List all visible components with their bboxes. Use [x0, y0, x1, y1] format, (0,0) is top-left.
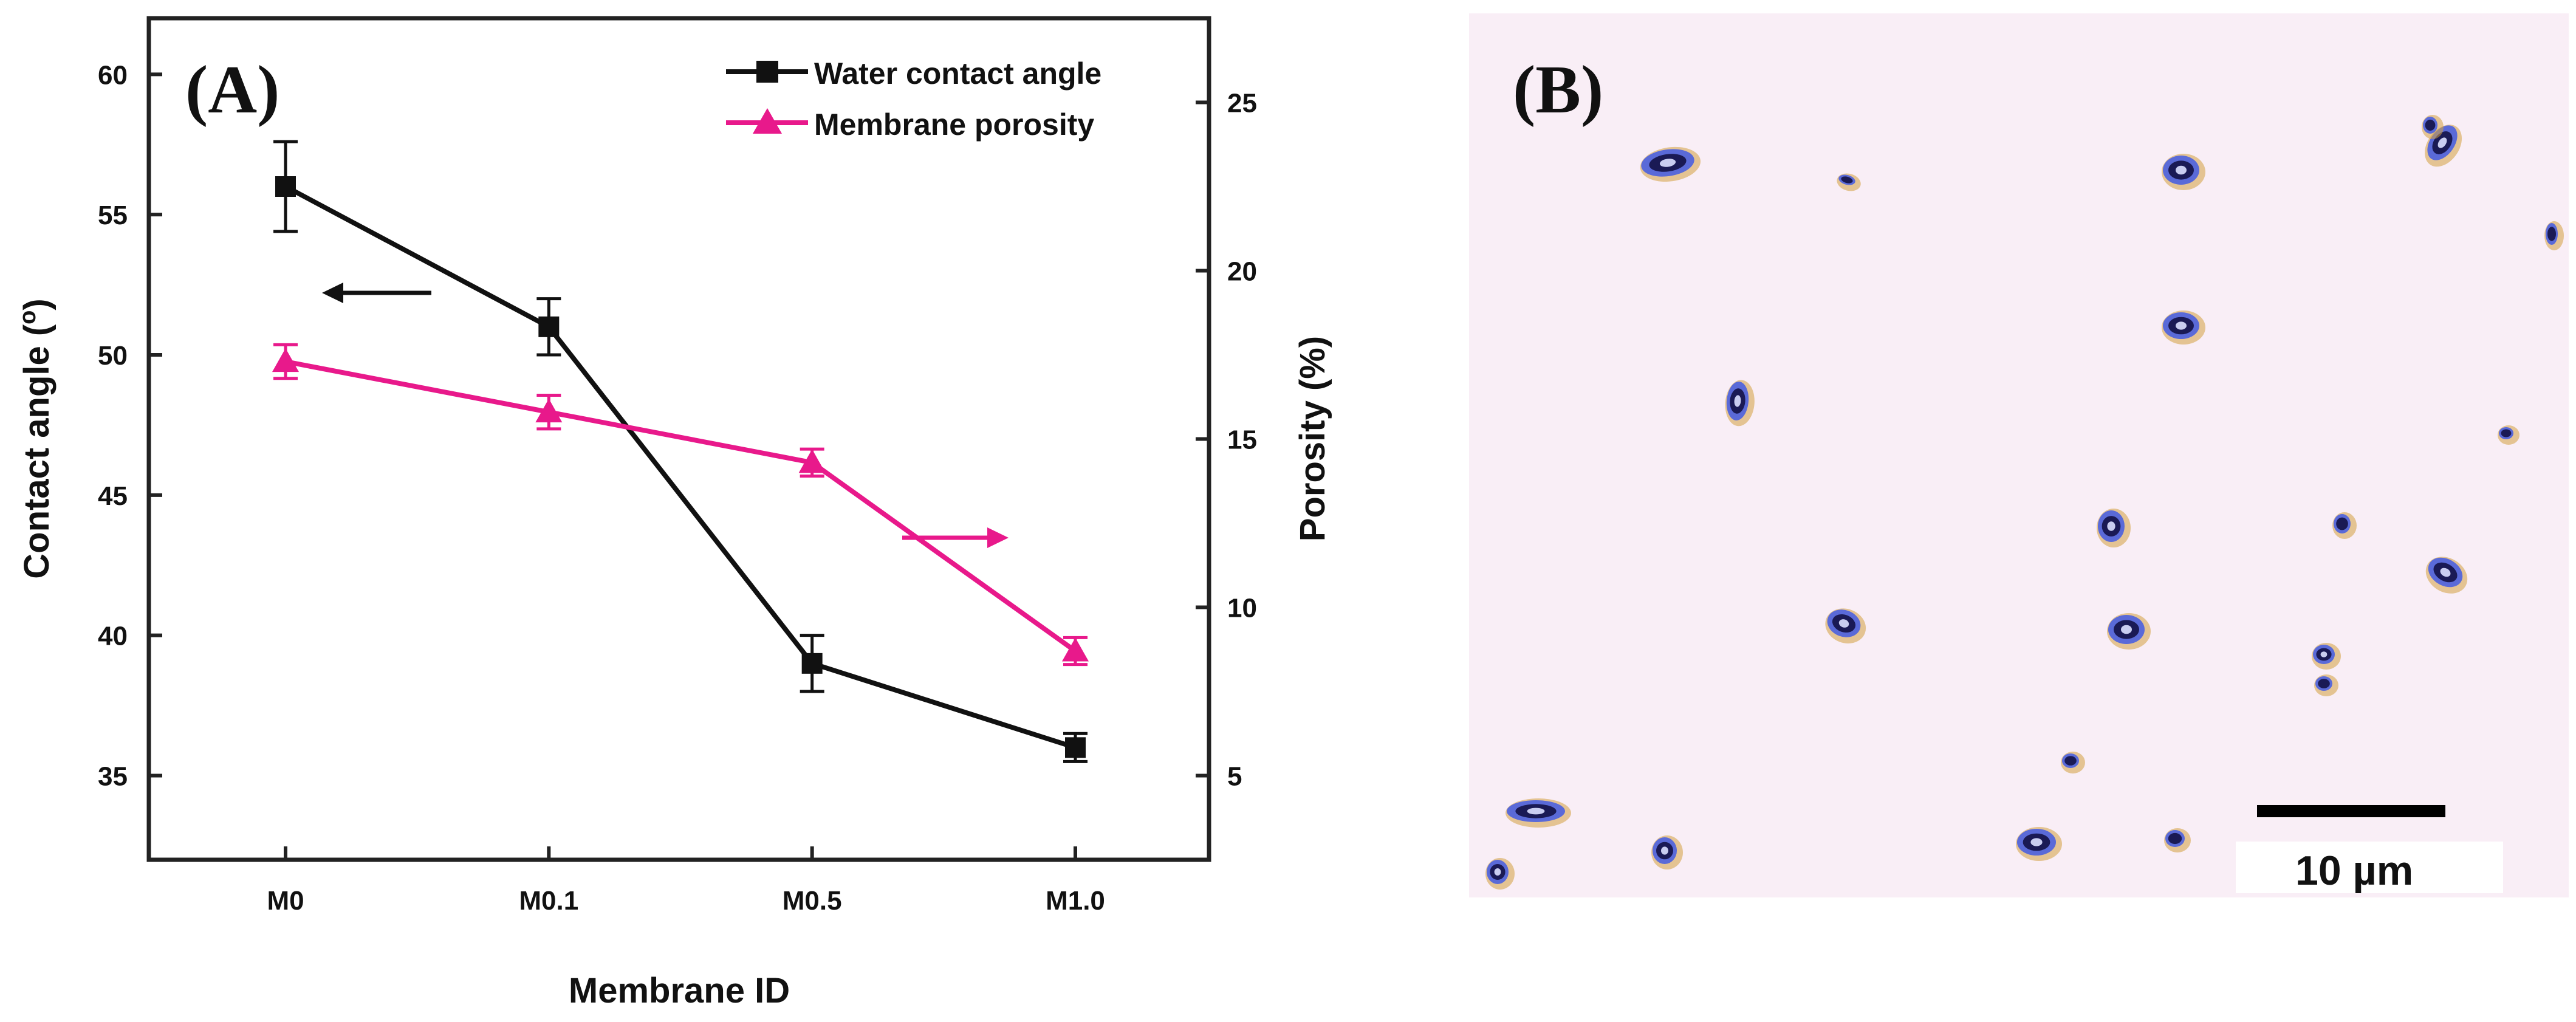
legend: Water contact angle Membrane porosity — [726, 57, 1101, 142]
arrow-right-porosity — [902, 527, 1009, 548]
x-axis-title: Membrane ID — [569, 971, 790, 1010]
right-y-tick-label: 15 — [1227, 425, 1257, 455]
data-point-water-contact-angle — [538, 316, 560, 337]
chart-panel-a: (A) M0 M0.1 M0.5 M1.0 35 40 45 50 55 60 5 10 15 20 2… — [15, 16, 1332, 1010]
data-point-membrane-porosity — [798, 449, 826, 473]
data-point-water-contact-angle — [275, 176, 296, 197]
legend-label-porosity: Membrane porosity — [814, 108, 1094, 142]
legend-entry-contact-angle: Water contact angle — [726, 57, 1101, 91]
right-y-tick-label: 25 — [1227, 89, 1257, 118]
data-point-membrane-porosity — [535, 399, 563, 423]
micrograph-particle — [1651, 835, 1683, 869]
left-y-tick-label: 50 — [98, 341, 128, 371]
x-tick-label: M0.1 — [519, 886, 578, 916]
left-y-tick-label: 45 — [98, 481, 128, 511]
right-y-tick-label: 5 — [1227, 762, 1242, 792]
series-line-membrane-porosity — [285, 359, 1077, 653]
legend-marker-triangle — [753, 108, 782, 134]
left-y-tick-label: 40 — [98, 622, 128, 651]
panel-label-a: (A) — [185, 52, 279, 128]
micrograph-particle — [1506, 798, 1571, 828]
micrograph-particle — [2332, 512, 2357, 539]
x-axis-ticks: M0 M0.1 M0.5 M1.0 — [267, 846, 1105, 916]
legend-marker-square — [756, 61, 778, 83]
micrograph-panel-b: (B) 10 µm — [1469, 13, 2569, 897]
legend-label-contact-angle: Water contact angle — [814, 57, 1101, 91]
left-y-axis-title: Contact angle (o) — [15, 298, 57, 578]
x-tick-label: M1.0 — [1046, 886, 1105, 916]
series-layer — [272, 140, 1089, 763]
series-line-water-contact-angle — [284, 184, 1077, 750]
left-y-tick-label: 55 — [98, 201, 128, 230]
micrograph-particle — [2097, 509, 2131, 547]
left-y-axis-title-degree: o — [15, 310, 41, 324]
micrograph-particle — [1837, 173, 1861, 191]
micrograph-background — [1469, 13, 2569, 897]
legend-entry-porosity: Membrane porosity — [726, 108, 1094, 142]
right-y-axis-ticks: 5 10 15 20 25 — [1196, 89, 1257, 792]
scale-bar-label: 10 µm — [2295, 848, 2413, 894]
left-y-axis-ticks: 35 40 45 50 55 60 — [98, 60, 162, 792]
micrograph-particle — [2107, 613, 2151, 650]
micrograph-particle — [1725, 380, 1755, 427]
arrow-left-contact-angle — [322, 283, 431, 303]
x-tick-label: M0 — [267, 886, 304, 916]
right-y-tick-label: 20 — [1227, 257, 1257, 287]
data-point-water-contact-angle — [1065, 737, 1086, 758]
left-y-axis-title-text: Contact angle ( — [17, 324, 57, 579]
data-point-membrane-porosity — [272, 348, 299, 372]
particles — [1485, 115, 2564, 890]
left-y-tick-label: 35 — [98, 762, 128, 792]
micrograph-particle — [1640, 146, 1701, 182]
micrograph-particle — [2164, 828, 2191, 852]
micrograph-particle — [2425, 557, 2468, 594]
micrograph-particle — [2016, 827, 2062, 861]
micrograph-particle — [2162, 310, 2205, 345]
micrograph-particle — [2422, 115, 2444, 139]
micrograph-particle — [1825, 608, 1866, 643]
scale-bar-box — [2236, 842, 2503, 893]
micrograph-particle — [2312, 643, 2341, 670]
micrograph-particle — [2314, 674, 2338, 696]
left-y-tick-label: 60 — [98, 60, 128, 90]
right-y-tick-label: 10 — [1227, 594, 1257, 623]
micrograph-particle — [2544, 221, 2564, 250]
scale-bar — [2257, 805, 2445, 817]
micrograph-particle — [2162, 154, 2205, 190]
data-point-membrane-porosity — [1062, 637, 1089, 662]
right-y-axis-title: Porosity (%) — [1293, 336, 1332, 541]
data-point-water-contact-angle — [801, 653, 823, 674]
panel-label-b: (B) — [1513, 52, 1603, 128]
micrograph-particle — [2061, 752, 2085, 773]
micrograph-particle — [2498, 425, 2519, 445]
micrograph-particle — [1485, 858, 1515, 890]
left-y-axis-title-close: ) — [17, 298, 57, 310]
x-tick-label: M0.5 — [783, 886, 842, 916]
